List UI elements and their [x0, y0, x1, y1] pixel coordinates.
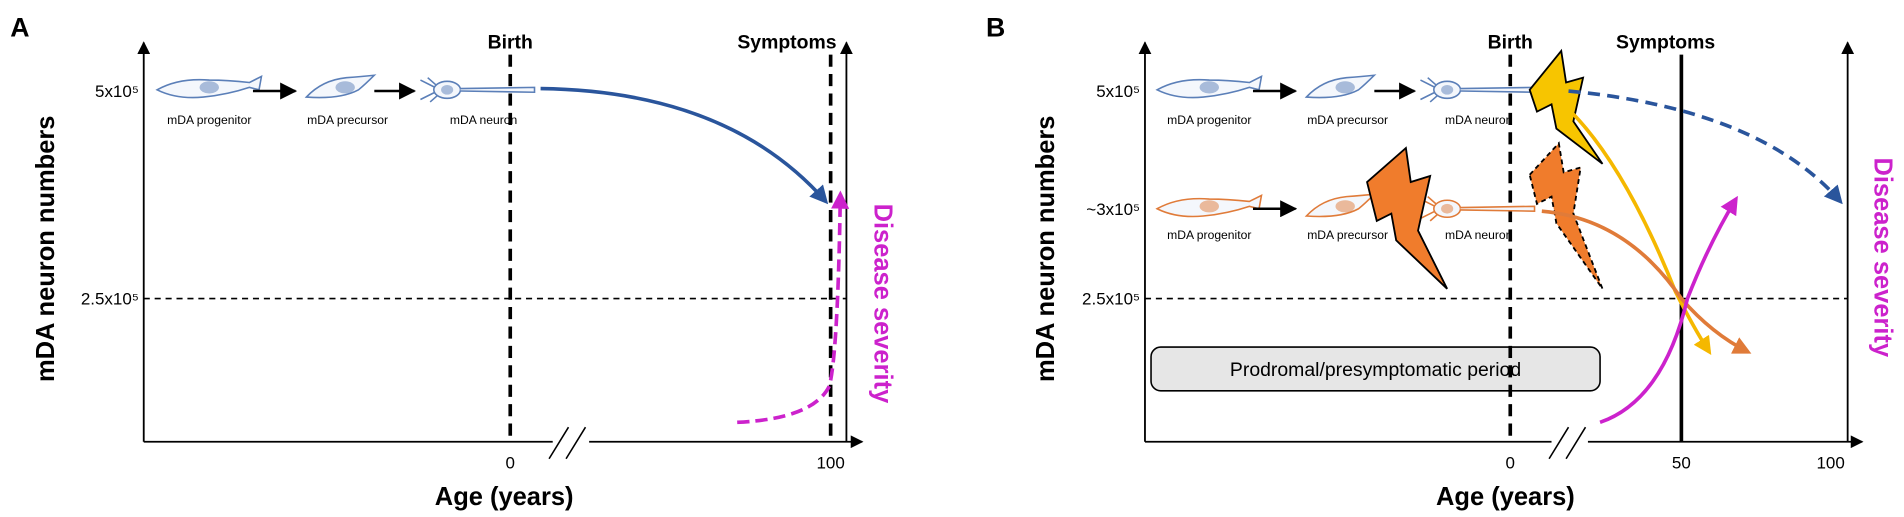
y-tick-label: 2.5x10⁵ [81, 290, 139, 309]
y-tick-label: 5x10⁵ [95, 82, 139, 101]
y2-axis-label: Disease severity [868, 204, 896, 404]
affected-curve [1541, 209, 1752, 354]
panel-b: B Prodromal/presymptomatic period Birth … [986, 12, 1896, 510]
period-label: Prodromal/presymptomatic period [1230, 359, 1521, 381]
birth-label: Birth [1488, 32, 1533, 54]
y-axis-label: mDA neuron numbers [32, 116, 60, 383]
symptoms-label: Symptoms [737, 32, 836, 54]
y2-axis-label: Disease severity [1868, 157, 1896, 357]
severity-curve [737, 190, 850, 425]
cell-label: mDA precursor [307, 113, 388, 127]
cell-icon [156, 75, 263, 99]
affected-curve [1572, 112, 1712, 356]
lightning-bolt [1366, 146, 1448, 290]
y-tick-label: 2.5x10⁵ [1082, 290, 1140, 309]
cell-icon [1419, 76, 1536, 103]
panel-a: A Birth Symptoms 5x10⁵ 2.5x10⁵ 0 100 Age… [10, 12, 896, 510]
healthy-curve [1568, 89, 1843, 205]
cell-label: mDA neuron [450, 113, 517, 127]
axis-break-gap [1551, 430, 1588, 453]
birth-label: Birth [488, 32, 533, 54]
x-axis-label: Age (years) [435, 483, 574, 511]
x-tick-label: 0 [506, 453, 515, 472]
cell-label: mDA neuron [1445, 113, 1512, 127]
cell-icon [419, 76, 536, 103]
x-tick-label: 50 [1672, 453, 1691, 472]
cell-label: mDA progenitor [1167, 113, 1251, 127]
cell-icon [1419, 195, 1536, 222]
severity-curve [1599, 195, 1738, 425]
cell-icon [305, 74, 376, 99]
symptoms-label: Symptoms [1616, 32, 1715, 54]
y-tick-label: 5x10⁵ [1096, 82, 1140, 101]
lightning-bolt [1528, 48, 1604, 165]
panel-label: B [986, 12, 1005, 42]
x-tick-label: 0 [1506, 453, 1515, 472]
cell-label: mDA precursor [1307, 113, 1388, 127]
panel-label: A [10, 12, 29, 42]
cell-icon [1156, 194, 1263, 218]
x-tick-label: 100 [1816, 453, 1844, 472]
cell-label: mDA progenitor [1167, 228, 1251, 242]
period-box [1150, 346, 1601, 392]
axis-break [1548, 426, 1587, 460]
cell-label: mDA neuron [1445, 228, 1512, 242]
cell-icon [1305, 74, 1376, 99]
cell-icon [1305, 193, 1376, 218]
x-tick-label: 100 [816, 453, 844, 472]
cell-label: mDA progenitor [167, 113, 251, 127]
cell-icon [1156, 75, 1263, 99]
axis-break [548, 426, 587, 460]
x-axis-label: Age (years) [1436, 483, 1575, 511]
cell-label: mDA precursor [1307, 228, 1388, 242]
decline-curve [540, 86, 829, 205]
y-axis-label: mDA neuron numbers [1032, 116, 1060, 383]
y-tick-label: ~3x10⁵ [1086, 200, 1140, 219]
